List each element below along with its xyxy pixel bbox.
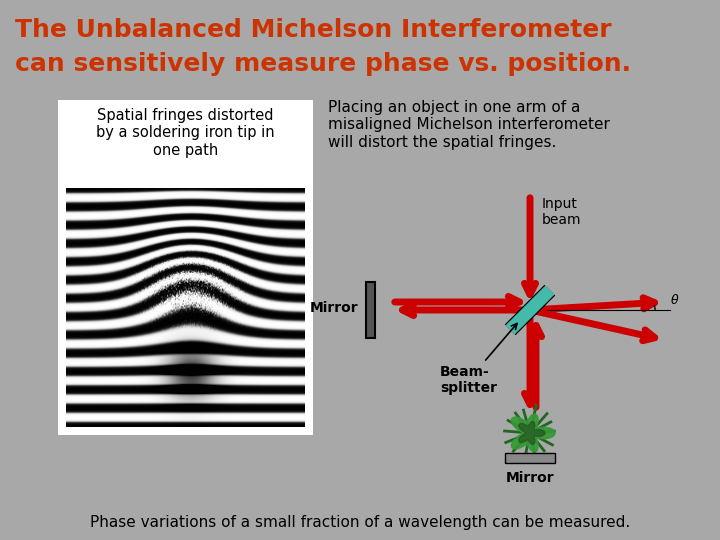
Polygon shape [519, 422, 545, 444]
Bar [58, 100, 313, 435]
Text: Placing an object in one arm of a
misaligned Michelson interferometer
will disto: Placing an object in one arm of a misali… [328, 100, 610, 150]
Text: Beam-
splitter: Beam- splitter [440, 323, 517, 395]
Text: can sensitively measure phase vs. position.: can sensitively measure phase vs. positi… [15, 52, 631, 76]
Text: Mirror: Mirror [310, 301, 359, 315]
Text: Input
beam: Input beam [542, 197, 582, 227]
Bar [505, 453, 555, 463]
Text: Phase variations of a small fraction of a wavelength can be measured.: Phase variations of a small fraction of … [90, 515, 630, 530]
Bar [366, 282, 375, 338]
Polygon shape [511, 414, 555, 452]
Text: Mirror: Mirror [505, 471, 554, 485]
Text: $\theta$: $\theta$ [670, 293, 680, 307]
Text: The Unbalanced Michelson Interferometer: The Unbalanced Michelson Interferometer [15, 18, 611, 42]
Text: Spatial fringes distorted
by a soldering iron tip in
one path: Spatial fringes distorted by a soldering… [96, 108, 275, 158]
